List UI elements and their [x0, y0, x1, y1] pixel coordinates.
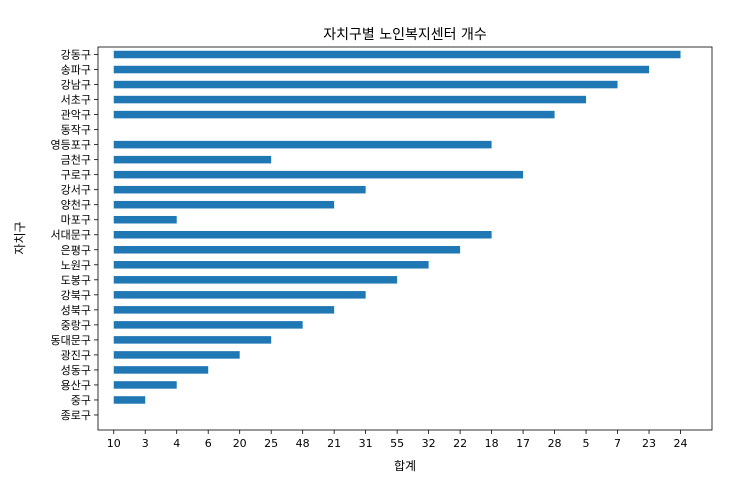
y-tick-label: 종로구: [61, 409, 91, 422]
x-tick-label: 21: [327, 437, 341, 450]
bar: [113, 170, 524, 179]
x-tick-label: 3: [142, 437, 149, 450]
bar: [113, 276, 398, 284]
x-tick-label: 23: [642, 437, 656, 450]
bar: [113, 366, 209, 374]
y-tick-label: 노원구: [61, 259, 91, 272]
y-tick-label: 광진구: [61, 349, 91, 362]
bar: [113, 230, 492, 239]
y-tick-label: 영등포구: [51, 139, 91, 152]
y-tick-label: 송파구: [61, 64, 91, 77]
bar: [113, 396, 146, 404]
y-tick-label: 강북구: [61, 289, 91, 302]
bar: [113, 155, 272, 164]
bar: [113, 246, 461, 254]
x-tick-label: 25: [264, 437, 278, 450]
y-tick-label: 중랑구: [61, 319, 91, 332]
bar: [113, 50, 681, 59]
y-tick-label: 마포구: [61, 214, 91, 227]
y-tick-label: 강서구: [61, 184, 91, 197]
bars-group: [113, 50, 681, 404]
x-tick-label: 4: [173, 437, 180, 450]
x-tick-label: 17: [516, 437, 530, 450]
y-tick-label: 은평구: [61, 244, 91, 257]
bar: [113, 200, 335, 209]
bar: [113, 65, 650, 74]
plot-area: [97, 46, 713, 431]
y-tick-label: 서초구: [61, 94, 91, 107]
bar: [113, 336, 272, 344]
y-tick-label: 서대문구: [51, 229, 91, 242]
y-tick-label: 중구: [71, 394, 91, 407]
bar: [113, 215, 177, 224]
bar: [113, 306, 335, 314]
chart-title: 자치구별 노인복지센터 개수: [323, 27, 487, 43]
bar: [113, 185, 366, 194]
y-tick-label: 용산구: [61, 379, 91, 392]
y-tick-label: 동작구: [61, 124, 91, 137]
x-tick-label: 20: [233, 437, 247, 450]
x-tick-label: 22: [453, 437, 467, 450]
bar: [113, 321, 303, 329]
y-tick-label: 도봉구: [61, 274, 91, 287]
bar: [113, 291, 366, 299]
y-tick-label: 성북구: [61, 304, 91, 317]
bar: [113, 351, 240, 359]
y-axis-label: 자치구: [13, 221, 27, 254]
x-tick-label: 5: [583, 437, 590, 450]
bar: [113, 140, 492, 149]
x-tick-label: 32: [422, 437, 436, 450]
x-tick-label: 48: [296, 437, 310, 450]
y-tick-label: 금천구: [61, 153, 91, 167]
bar: [113, 261, 429, 269]
y-axis-ticks: 강동구송파구강남구서초구관악구동작구영등포구금천구구로구강서구양천구마포구서대문…: [51, 49, 98, 422]
y-tick-label: 구로구: [61, 169, 91, 182]
x-tick-label: 31: [359, 437, 373, 450]
x-tick-label: 55: [390, 437, 404, 450]
bar: [113, 95, 587, 104]
x-axis-ticks: 10 3 4 6 20 25 48 21 31 55 32 22 18 17 28 5 7 23 24: [107, 430, 688, 450]
bar: [113, 80, 618, 89]
bar: [113, 381, 177, 389]
bar: [113, 110, 555, 119]
x-tick-label: 28: [548, 437, 562, 450]
x-tick-label: 18: [485, 437, 499, 450]
x-tick-label: 6: [205, 437, 212, 450]
y-tick-label: 양천구: [61, 198, 91, 212]
x-tick-label: 7: [614, 437, 621, 450]
x-tick-label: 10: [107, 437, 121, 450]
y-tick-label: 동대문구: [51, 334, 91, 347]
y-tick-label: 관악구: [61, 109, 91, 122]
y-tick-label: 강남구: [61, 79, 91, 92]
y-tick-label: 성동구: [61, 364, 91, 377]
y-tick-label: 강동구: [61, 49, 91, 62]
x-axis-label: 합계: [394, 459, 416, 473]
x-tick-label: 24: [674, 437, 688, 450]
